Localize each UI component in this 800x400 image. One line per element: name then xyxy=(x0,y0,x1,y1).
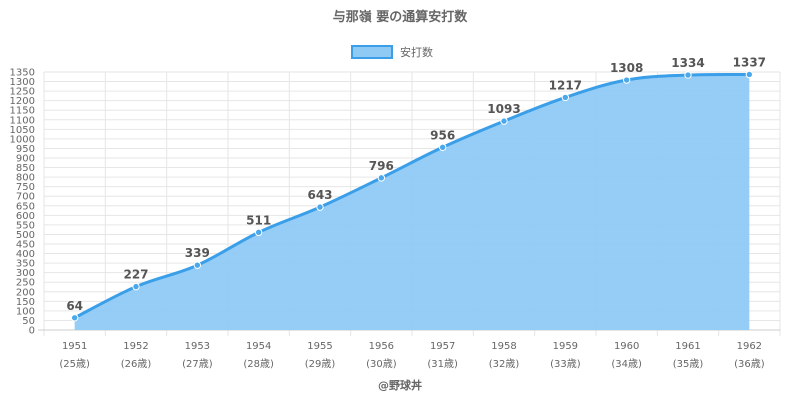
legend-swatch xyxy=(351,45,393,59)
x-tick-sublabel: (30歳) xyxy=(366,358,397,370)
data-label: 1217 xyxy=(549,78,582,92)
y-tick-label: 100 xyxy=(16,306,35,317)
data-label: 1334 xyxy=(671,56,704,70)
data-point[interactable] xyxy=(316,203,324,211)
data-point[interactable] xyxy=(438,143,447,151)
data-point[interactable] xyxy=(254,228,263,237)
data-point[interactable] xyxy=(193,261,202,269)
y-tick-label: 450 xyxy=(16,240,35,251)
y-tick-label: 750 xyxy=(16,182,35,193)
x-tick-label: 1957 xyxy=(430,341,455,352)
x-tick-label: 1951 xyxy=(62,341,87,352)
y-tick-label: 0 xyxy=(29,326,35,337)
data-point[interactable] xyxy=(70,314,79,322)
x-tick-sublabel: (32歳) xyxy=(489,358,520,370)
data-point[interactable] xyxy=(132,282,140,291)
data-label: 511 xyxy=(246,213,271,227)
y-tick-label: 1150 xyxy=(10,106,35,117)
data-label: 643 xyxy=(307,188,332,202)
data-label: 1337 xyxy=(733,55,766,69)
y-tick-label: 1250 xyxy=(10,87,35,98)
data-label: 1093 xyxy=(487,102,520,116)
y-tick-label: 400 xyxy=(16,249,35,260)
y-axis-ticks: 0501001502002503003504004505005506006507… xyxy=(10,68,35,337)
x-tick-sublabel: (34歳) xyxy=(611,358,642,370)
x-tick-label: 1958 xyxy=(491,341,516,352)
x-tick-sublabel: (27歳) xyxy=(182,358,213,370)
data-points xyxy=(70,70,754,322)
credit-label: @野球丼 xyxy=(378,378,422,392)
x-tick-label: 1961 xyxy=(675,341,700,352)
y-tick-label: 800 xyxy=(16,173,35,184)
data-label: 956 xyxy=(430,128,455,142)
data-point[interactable] xyxy=(622,76,631,84)
y-tick-label: 150 xyxy=(16,297,35,308)
data-point[interactable] xyxy=(561,93,570,102)
y-tick-label: 500 xyxy=(16,230,35,241)
x-tick-label: 1962 xyxy=(737,341,762,352)
x-tick-sublabel: (26歳) xyxy=(121,358,152,370)
y-tick-label: 700 xyxy=(16,192,35,203)
y-tick-label: 1100 xyxy=(10,115,35,126)
y-tick-label: 300 xyxy=(16,268,35,279)
x-tick-label: 1956 xyxy=(369,341,394,352)
y-tick-label: 650 xyxy=(16,201,35,212)
x-tick-label: 1960 xyxy=(614,341,639,352)
x-tick-sublabel: (33歳) xyxy=(550,358,581,370)
data-label: 1308 xyxy=(610,61,643,75)
x-tick-label: 1959 xyxy=(553,341,578,352)
data-label: 796 xyxy=(369,159,394,173)
y-tick-label: 50 xyxy=(22,316,35,327)
y-tick-label: 850 xyxy=(16,163,35,174)
y-tick-label: 600 xyxy=(16,211,35,222)
y-tick-label: 950 xyxy=(16,144,35,155)
y-tick-label: 900 xyxy=(16,154,35,165)
data-label: 227 xyxy=(123,268,148,282)
y-tick-label: 1350 xyxy=(10,68,35,79)
x-tick-label: 1952 xyxy=(123,341,148,352)
y-tick-label: 1000 xyxy=(10,134,35,145)
y-tick-label: 1300 xyxy=(10,77,35,88)
data-point[interactable] xyxy=(500,117,508,125)
y-tick-label: 1200 xyxy=(10,96,35,107)
data-point[interactable] xyxy=(745,70,754,79)
data-label: 339 xyxy=(185,246,210,260)
data-label: 64 xyxy=(66,299,83,313)
x-tick-label: 1955 xyxy=(307,341,332,352)
x-tick-sublabel: (36歳) xyxy=(734,358,765,370)
x-tick-sublabel: (31歳) xyxy=(427,358,458,370)
y-tick-label: 250 xyxy=(16,278,35,289)
y-tick-label: 350 xyxy=(16,259,35,270)
x-tick-sublabel: (35歳) xyxy=(673,358,704,370)
x-tick-sublabel: (29歳) xyxy=(305,358,336,370)
data-labels: 64 227 339 511 643 796 956 1093 1217 1308 1334 1337 xyxy=(66,55,766,312)
chart-title: 与那嶺 要の通算安打数 xyxy=(333,9,469,25)
x-tick-label: 1953 xyxy=(185,341,210,352)
y-tick-label: 200 xyxy=(16,287,35,298)
y-tick-label: 550 xyxy=(16,220,35,231)
legend[interactable]: 安打数 xyxy=(351,45,433,59)
legend-label: 安打数 xyxy=(400,45,433,59)
area-fill xyxy=(74,74,750,330)
x-axis-ticks: 1951 (25歳) 1952 (26歳) 1953 (27歳) 1954 (28歳) 1955… xyxy=(59,341,764,370)
x-tick-label: 1954 xyxy=(246,341,271,352)
data-point[interactable] xyxy=(684,71,692,79)
data-point[interactable] xyxy=(377,174,386,182)
y-tick-label: 1050 xyxy=(10,125,35,136)
x-tick-sublabel: (25歳) xyxy=(59,358,90,370)
x-tick-sublabel: (28歳) xyxy=(243,358,274,370)
